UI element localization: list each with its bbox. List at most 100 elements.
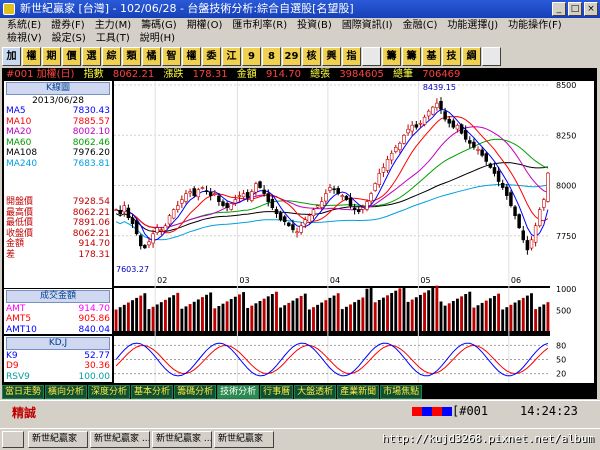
legend-value: 7885.57 <box>72 116 110 127</box>
volume-bar <box>505 307 509 331</box>
menu-item-12[interactable]: 設定(S) <box>51 33 86 44</box>
toolbar-button-21[interactable]: 基 <box>422 47 441 66</box>
toolbar-button-12[interactable]: 9 <box>242 47 261 66</box>
tab-2[interactable]: 深度分析 <box>88 385 131 399</box>
toolbar-button-18[interactable] <box>362 47 381 66</box>
volume-tick-label: 500 <box>556 307 571 316</box>
window-title: 新世紀贏家 [台灣] - 102/06/28 - 台盤技術分析:綜合自選股[名望… <box>20 2 354 15</box>
tab-1[interactable]: 橫向分析 <box>45 385 88 399</box>
menu-item-1[interactable]: 證券(F) <box>51 20 85 31</box>
candle-body <box>361 207 365 210</box>
menu-item-3[interactable]: 籌碼(G) <box>141 20 177 31</box>
menu-item-10[interactable]: 功能操作(F) <box>508 20 562 31</box>
menu-item-13[interactable]: 工具(T) <box>95 33 130 44</box>
volume-bar <box>464 294 468 331</box>
tab-9[interactable]: 市場焦點 <box>380 385 423 399</box>
candle-body <box>200 187 205 189</box>
chart-canvas[interactable]: 7750 8000 8250 8500 02 03 04 05 06 8439.15 7603.27… <box>2 68 597 399</box>
candle-body <box>398 143 402 151</box>
toolbar-button-0[interactable]: 加 <box>2 47 21 66</box>
volume-bar <box>270 294 274 331</box>
toolbar-button-16[interactable]: 興 <box>322 47 341 66</box>
maximize-button[interactable]: □ <box>568 2 582 16</box>
toolbar-button-20[interactable]: 籌 <box>402 47 421 66</box>
volume-bar <box>447 303 451 331</box>
menu-item-5[interactable]: 匯市利率(R) <box>232 20 288 31</box>
volume-bar <box>414 297 418 331</box>
taskbar-button-3[interactable]: 新世紀贏家 <box>214 431 274 448</box>
menu-item-2[interactable]: 主力(M) <box>94 20 132 31</box>
tab-6[interactable]: 行事曆 <box>260 385 294 399</box>
toolbar-button-9[interactable]: 權 <box>182 47 201 66</box>
volume-bar <box>410 299 414 331</box>
ma10-line <box>115 116 549 234</box>
legend-name: 金額 <box>6 239 25 249</box>
close-button[interactable]: × <box>584 2 598 16</box>
kd-tick-label: 20 <box>556 370 566 379</box>
ma-rows-1: MA10 7885.57 <box>6 117 110 128</box>
candle-body <box>344 195 349 200</box>
toolbar-button-6[interactable]: 類 <box>122 47 141 66</box>
volume-bar <box>266 296 270 331</box>
toolbar-button-14[interactable]: 29 <box>282 47 301 66</box>
tab-5[interactable]: 技術分析 <box>217 385 260 399</box>
toolbar-button-22[interactable]: 技 <box>442 47 461 66</box>
menu-item-9[interactable]: 功能選擇(J) <box>447 20 499 31</box>
tab-4[interactable]: 籌碼分析 <box>174 385 217 399</box>
legend-name: K9 <box>6 350 18 361</box>
toolbar-button-15[interactable]: 核 <box>302 47 321 66</box>
volume-bar <box>538 306 542 331</box>
menu-item-11[interactable]: 檢視(V) <box>7 33 42 44</box>
minimize-button[interactable]: _ <box>552 2 566 16</box>
menu-item-7[interactable]: 國際資訊(I) <box>341 20 393 31</box>
taskbar-button-1[interactable]: 新世紀贏家 ... <box>90 431 150 448</box>
toolbar-button-2[interactable]: 期 <box>42 47 61 66</box>
volume-bar <box>402 286 406 331</box>
menu-item-4[interactable]: 期權(O) <box>186 20 223 31</box>
toolbar-button-4[interactable]: 選 <box>82 47 101 66</box>
volume-bar <box>525 295 529 331</box>
taskbar-button-2[interactable]: 新世紀贏家 ... <box>152 431 212 448</box>
toolbar-button-19[interactable]: 籌 <box>382 47 401 66</box>
start-button[interactable] <box>2 431 24 448</box>
toolbar-button-13[interactable]: 8 <box>262 47 281 66</box>
ma-rows-0: MA5 7830.43 <box>6 106 110 117</box>
ma-rows-2: MA20 8002.10 <box>6 127 110 138</box>
candle-body <box>204 190 209 192</box>
toolbar-button-8[interactable]: 智 <box>162 47 181 66</box>
volume-bar <box>275 291 278 331</box>
tab-3[interactable]: 基本分析 <box>131 385 174 399</box>
toolbar-button-1[interactable]: 權 <box>22 47 41 66</box>
toolbar-button-24[interactable] <box>482 47 501 66</box>
menu-item-8[interactable]: 金融(C) <box>402 20 438 31</box>
volume-bar <box>246 307 250 331</box>
kd-legend-title: KD,J <box>6 337 110 350</box>
toolbar-button-10[interactable]: 委 <box>202 47 221 66</box>
tab-0[interactable]: 當日走勢 <box>2 385 45 399</box>
kline-legend-date: 2013/06/28 <box>32 95 84 106</box>
toolbar-button-17[interactable]: 指 <box>342 47 361 66</box>
toolbar-button-11[interactable]: 江 <box>222 47 241 66</box>
candle-body <box>250 191 254 201</box>
status-bar: 精誠 [#001 14:24:23 <box>0 400 600 422</box>
toolbar-button-3[interactable]: 價 <box>62 47 81 66</box>
candle-body <box>537 209 542 227</box>
volume-bar <box>279 307 283 331</box>
taskbar-button-0[interactable]: 新世紀贏家 <box>28 431 88 448</box>
tab-8[interactable]: 產業新聞 <box>337 385 380 399</box>
volume-bar <box>501 309 505 331</box>
candle-body <box>381 167 386 173</box>
toolbar-button-5[interactable]: 綜 <box>102 47 121 66</box>
volume-bar <box>168 297 171 331</box>
tab-7[interactable]: 大盤透析 <box>294 385 337 399</box>
volume-bar <box>324 300 328 331</box>
menu-item-14[interactable]: 說明(H) <box>139 33 176 44</box>
candle-body <box>356 209 361 212</box>
volume-bar <box>546 302 550 331</box>
candle-body <box>513 206 517 216</box>
quote-rows-0: 開盤價 7928.54 <box>6 197 110 208</box>
menu-item-6[interactable]: 投資(B) <box>297 20 332 31</box>
toolbar-button-23[interactable]: 綱 <box>462 47 481 66</box>
toolbar-button-7[interactable]: 橘 <box>142 47 161 66</box>
menu-item-0[interactable]: 系統(E) <box>7 20 42 31</box>
